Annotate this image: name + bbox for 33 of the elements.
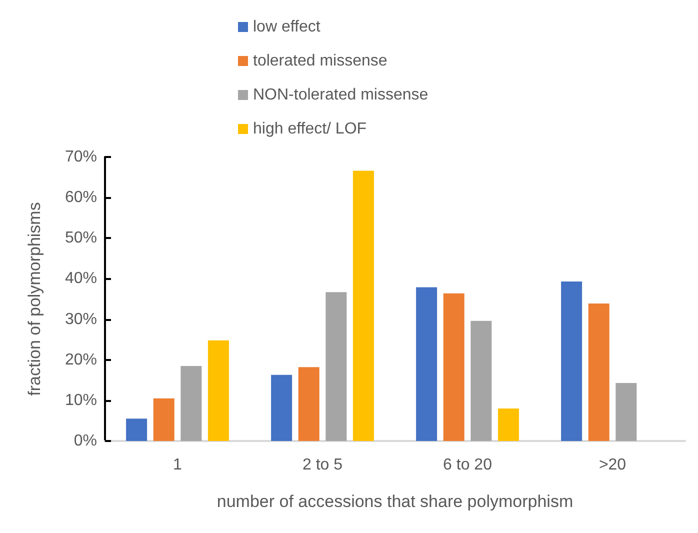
y-tick-label: 50% — [64, 230, 97, 247]
bar — [416, 287, 438, 441]
bar — [180, 366, 202, 441]
bar — [561, 282, 582, 441]
y-tick-label: 20% — [64, 351, 97, 368]
bar — [470, 320, 492, 441]
x-axis-title: number of accessions that share polymorphism — [216, 492, 574, 511]
legend-label: high effect/ LOF — [253, 120, 367, 138]
bar — [153, 398, 174, 441]
y-tick-label: 40% — [64, 270, 97, 288]
y-tick-label: 30% — [64, 310, 97, 328]
bar — [588, 303, 610, 441]
bar — [326, 292, 347, 441]
y-tick-label: 60% — [64, 189, 97, 206]
y-tick-label: 0% — [74, 432, 97, 450]
bar — [616, 382, 637, 441]
y-axis-title: fraction of polymorphisms — [25, 202, 44, 396]
legend-label: tolerated missense — [253, 52, 388, 70]
x-tick-label: >20 — [598, 456, 626, 474]
legend-label: NON-tolerated missense — [253, 86, 428, 104]
x-tick-label: 1 — [173, 456, 182, 474]
bar — [208, 340, 229, 441]
y-tick-label: 70% — [64, 148, 97, 166]
x-tick-label: 6 to 20 — [443, 456, 492, 474]
bar — [271, 374, 292, 441]
bar — [498, 408, 519, 441]
x-tick-label: 2 to 5 — [302, 456, 343, 474]
bar — [352, 170, 374, 441]
y-tick-label: 10% — [64, 392, 97, 409]
bar — [126, 418, 148, 441]
bar — [443, 293, 464, 441]
legend-label: low effect — [253, 18, 321, 36]
bar — [298, 367, 320, 441]
